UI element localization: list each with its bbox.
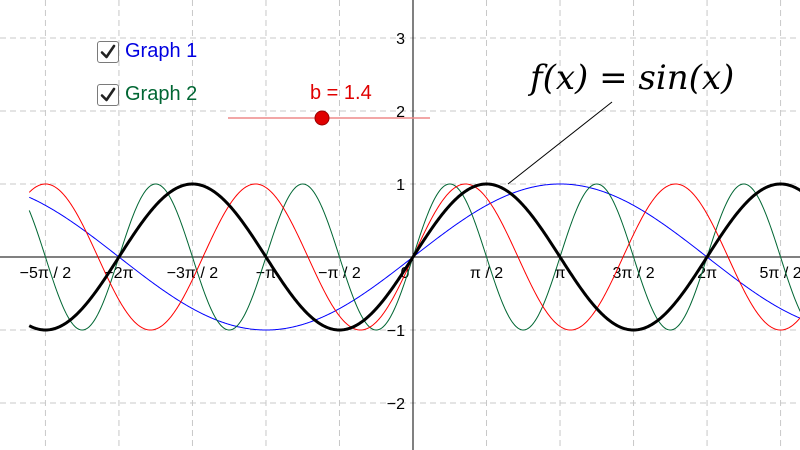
curve-graph-1 [29, 183, 800, 331]
x-tick-label: −π [256, 265, 276, 282]
y-tick-label: −1 [387, 323, 405, 340]
slider-handle[interactable] [314, 110, 330, 126]
x-tick-label: π / 2 [470, 265, 503, 282]
checkmark-icon [100, 87, 116, 101]
formula-label: f(x) = sin(x) [530, 58, 735, 98]
curve-graph-2 [28, 183, 800, 331]
y-tick-label: 1 [396, 177, 405, 194]
checkbox-graph-2-label: Graph 2 [125, 83, 198, 105]
y-tick-label: 3 [396, 31, 405, 48]
x-tick-label: −π / 2 [318, 265, 361, 282]
x-tick-label: −3π / 2 [167, 265, 219, 282]
function-curves [28, 182, 800, 332]
x-tick-label: π [555, 265, 566, 282]
checkbox-graph-1-box[interactable] [97, 40, 119, 63]
y-tick-label: −2 [387, 396, 405, 413]
curve-b [28, 183, 800, 331]
checkbox-graph-2[interactable]: Graph 2 [97, 83, 197, 106]
x-tick-label: 3π / 2 [612, 265, 654, 282]
slider-value-label: b = 1.4 [310, 82, 372, 104]
x-tick-label: 2π [697, 265, 717, 282]
checkbox-graph-1[interactable]: Graph 1 [97, 40, 197, 63]
y-tick-label: 2 [396, 104, 405, 121]
x-tick-label: 5π / 2 [759, 265, 800, 282]
curve-f [28, 182, 800, 332]
x-tick-label: −5π / 2 [20, 265, 72, 282]
formula-pointer-line [507, 101, 613, 185]
checkbox-graph-1-label: Graph 1 [125, 40, 198, 62]
checkbox-graph-2-box[interactable] [97, 83, 119, 106]
checkmark-icon [100, 44, 116, 58]
